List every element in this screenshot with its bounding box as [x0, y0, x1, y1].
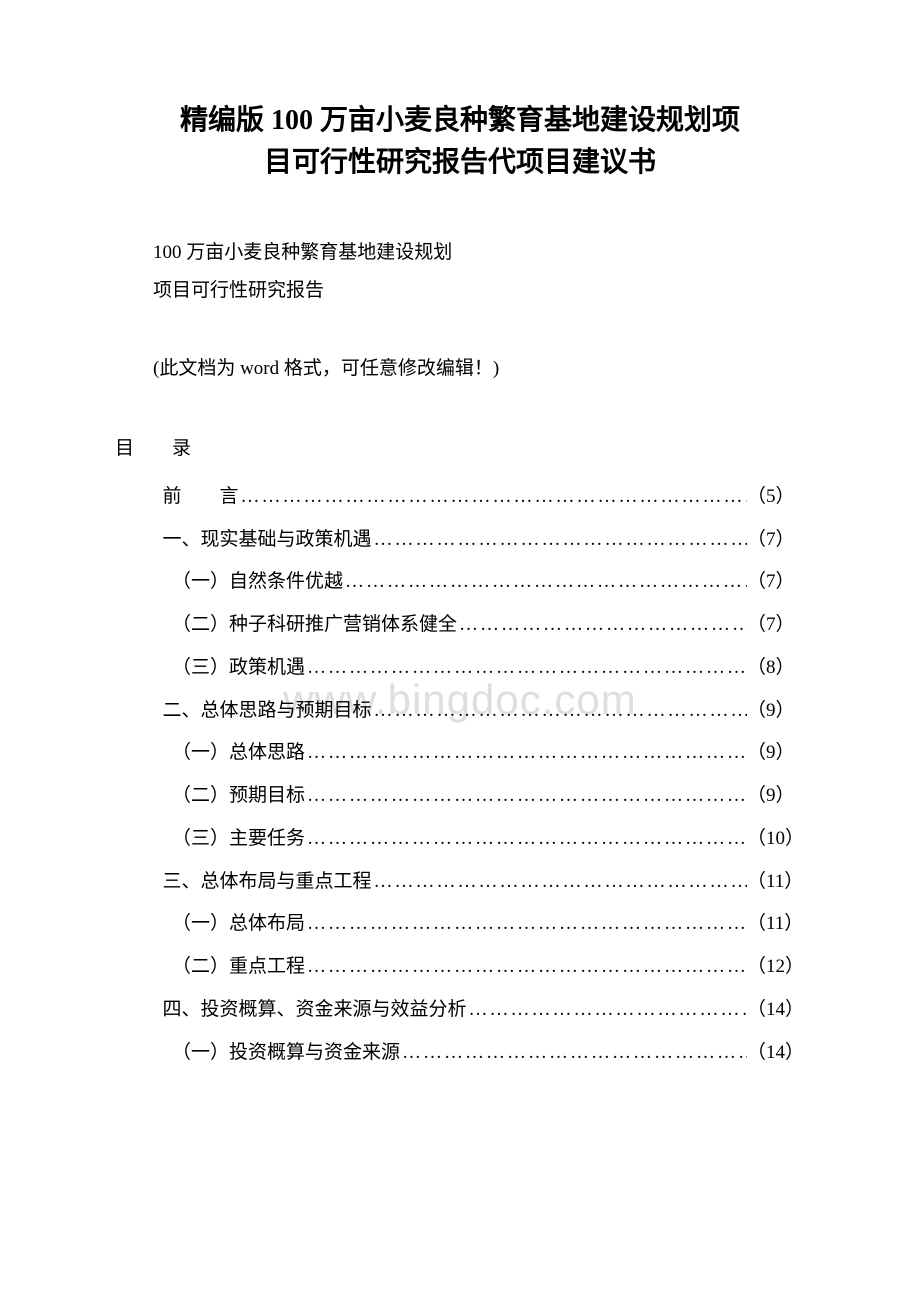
toc-page: （11） — [747, 903, 805, 946]
content-wrapper: 精编版 100 万亩小麦良种繁育基地建设规划项 目可行性研究报告代项目建议书 1… — [115, 100, 805, 1074]
toc-dots: …………………………………………………………………………………… — [305, 732, 747, 775]
toc-item: 四、投资概算、资金来源与效益分析 ……………………………………………………………… — [115, 989, 805, 1032]
toc-label: （一）总体布局 — [172, 903, 305, 946]
note-line: (此文档为 word 格式，可任意修改编辑！) — [115, 350, 805, 388]
toc-container: 前 言 …………………………………………………………………………………… （5）… — [115, 476, 805, 1075]
toc-label: （三）政策机遇 — [172, 647, 305, 690]
toc-label: （二）重点工程 — [172, 946, 305, 989]
toc-page: （7） — [747, 519, 805, 562]
toc-dots: …………………………………………………………………………………… — [305, 775, 747, 818]
toc-label: （一）投资概算与资金来源 — [172, 1032, 400, 1075]
toc-label: 二、总体思路与预期目标 — [163, 690, 372, 733]
toc-item: 三、总体布局与重点工程 …………………………………………………………………………… — [115, 861, 805, 904]
toc-item: （二）重点工程 ……………………………………………………………………………………… — [115, 946, 805, 989]
toc-label: 三、总体布局与重点工程 — [163, 861, 372, 904]
toc-item: （一）投资概算与资金来源 ………………………………………………………………………… — [115, 1032, 805, 1075]
toc-page: （7） — [747, 561, 805, 604]
toc-label: （二）预期目标 — [172, 775, 305, 818]
toc-dots: …………………………………………………………………………………… — [457, 604, 747, 647]
toc-page: （11） — [747, 861, 805, 904]
toc-page: （8） — [747, 647, 805, 690]
subtitle-line-1: 100 万亩小麦良种繁育基地建设规划 — [115, 234, 805, 272]
toc-page: （7） — [747, 604, 805, 647]
toc-label: 四、投资概算、资金来源与效益分析 — [163, 989, 467, 1032]
toc-page: （9） — [747, 732, 805, 775]
toc-item: （三）政策机遇 ……………………………………………………………………………………… — [115, 647, 805, 690]
toc-dots: …………………………………………………………………………………… — [305, 818, 747, 861]
toc-page: （5） — [747, 476, 805, 519]
toc-item: （二）种子科研推广营销体系健全 ………………………………………………………………… — [115, 604, 805, 647]
subtitle-block: 100 万亩小麦良种繁育基地建设规划 项目可行性研究报告 — [115, 234, 805, 310]
title-line-2: 目可行性研究报告代项目建议书 — [115, 142, 805, 184]
toc-dots: …………………………………………………………………………………… — [400, 1032, 747, 1075]
toc-item: 前 言 …………………………………………………………………………………… （5） — [115, 476, 805, 519]
toc-item: （二）预期目标 ……………………………………………………………………………………… — [115, 775, 805, 818]
toc-dots: …………………………………………………………………………………… — [305, 903, 747, 946]
toc-item: （一）自然条件优越 ………………………………………………………………………………… — [115, 561, 805, 604]
toc-dots: …………………………………………………………………………………… — [305, 647, 747, 690]
toc-page: （9） — [747, 690, 805, 733]
toc-dots: …………………………………………………………………………………… — [372, 519, 747, 562]
toc-label: （一）总体思路 — [172, 732, 305, 775]
toc-page: （14） — [747, 1032, 805, 1075]
toc-label: （三）主要任务 — [172, 818, 305, 861]
toc-header: 目 录 — [115, 428, 805, 470]
toc-dots: …………………………………………………………………………………… — [305, 946, 747, 989]
toc-label: （二）种子科研推广营销体系健全 — [172, 604, 457, 647]
toc-dots: …………………………………………………………………………………… — [372, 690, 747, 733]
toc-item: （三）主要任务 ……………………………………………………………………………………… — [115, 818, 805, 861]
toc-label: 一、现实基础与政策机遇 — [163, 519, 372, 562]
toc-item: 一、现实基础与政策机遇 …………………………………………………………………………… — [115, 519, 805, 562]
toc-page: （12） — [747, 946, 805, 989]
toc-page: （14） — [747, 989, 805, 1032]
toc-label: 前 言 — [163, 476, 239, 519]
toc-item: （一）总体思路 ……………………………………………………………………………………… — [115, 732, 805, 775]
toc-dots: …………………………………………………………………………………… — [467, 989, 747, 1032]
main-title: 精编版 100 万亩小麦良种繁育基地建设规划项 目可行性研究报告代项目建议书 — [115, 100, 805, 184]
toc-dots: …………………………………………………………………………………… — [239, 476, 747, 519]
title-line-1: 精编版 100 万亩小麦良种繁育基地建设规划项 — [115, 100, 805, 142]
toc-item: 二、总体思路与预期目标 …………………………………………………………………………… — [115, 690, 805, 733]
toc-dots: …………………………………………………………………………………… — [372, 861, 747, 904]
toc-dots: …………………………………………………………………………………… — [343, 561, 747, 604]
toc-page: （10） — [747, 818, 805, 861]
subtitle-line-2: 项目可行性研究报告 — [115, 272, 805, 310]
toc-label: （一）自然条件优越 — [172, 561, 343, 604]
toc-page: （9） — [747, 775, 805, 818]
toc-item: （一）总体布局 ……………………………………………………………………………………… — [115, 903, 805, 946]
